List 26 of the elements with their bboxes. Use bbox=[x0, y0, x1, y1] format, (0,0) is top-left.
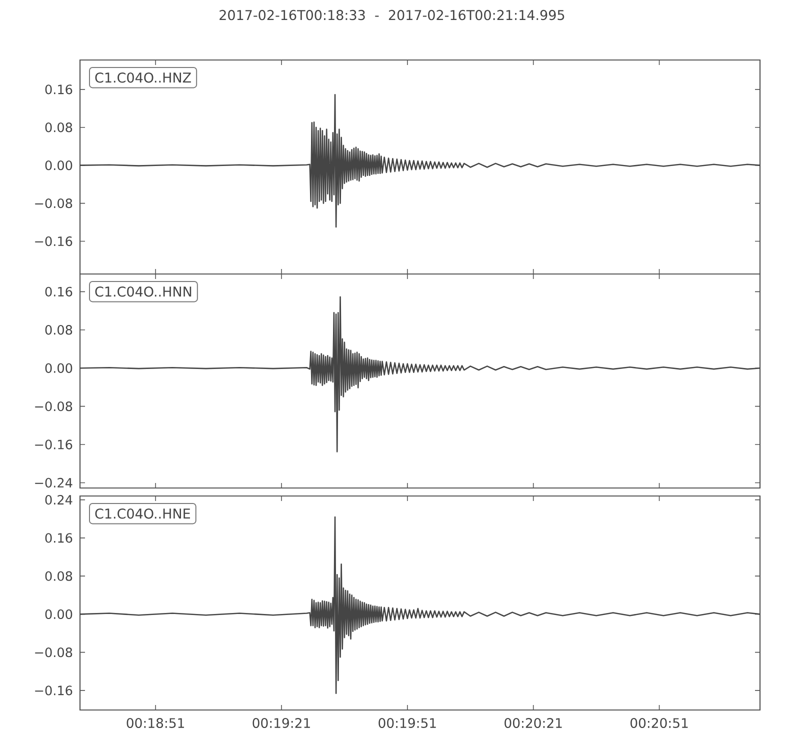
x-tick-label: 00:19:21 bbox=[252, 718, 310, 728]
y-tick-label: 0.08 bbox=[45, 325, 72, 335]
y-tick-label: 0.08 bbox=[45, 571, 72, 581]
y-tick-label: 0.16 bbox=[45, 286, 72, 297]
y-tick-label: 0.16 bbox=[45, 84, 72, 94]
x-tick-label: 00:19:51 bbox=[378, 718, 436, 728]
x-tick-label: 00:20:21 bbox=[504, 718, 562, 728]
x-tick-label: 00:18:51 bbox=[126, 718, 184, 728]
y-tick-label: −0.08 bbox=[35, 647, 72, 658]
y-tick-label: −0.08 bbox=[35, 401, 72, 412]
y-tick-label: −0.08 bbox=[35, 198, 72, 208]
y-tick-label: 0.24 bbox=[45, 494, 72, 505]
x-tick-label: 00:20:51 bbox=[630, 718, 688, 728]
y-tick-label: −0.24 bbox=[35, 478, 72, 488]
annotation: C1.C04O..HNE bbox=[95, 508, 190, 519]
annotation: C1.C04O..HNZ bbox=[95, 72, 191, 83]
y-tick-label: 0.00 bbox=[45, 160, 72, 170]
annotation: C1.C04O..HNN bbox=[95, 286, 192, 297]
chart-title: 2017-02-16T00:18:33 - 2017-02-16T00:21:14.995 bbox=[220, 10, 564, 20]
y-tick-label: −0.16 bbox=[35, 686, 72, 696]
y-tick-label: 0.00 bbox=[45, 363, 72, 373]
y-tick-label: 0.08 bbox=[45, 122, 72, 132]
y-tick-label: 0.00 bbox=[45, 609, 72, 620]
y-tick-label: 0.16 bbox=[45, 533, 72, 543]
y-tick-label: −0.16 bbox=[35, 236, 72, 246]
y-tick-label: −0.16 bbox=[35, 440, 72, 450]
